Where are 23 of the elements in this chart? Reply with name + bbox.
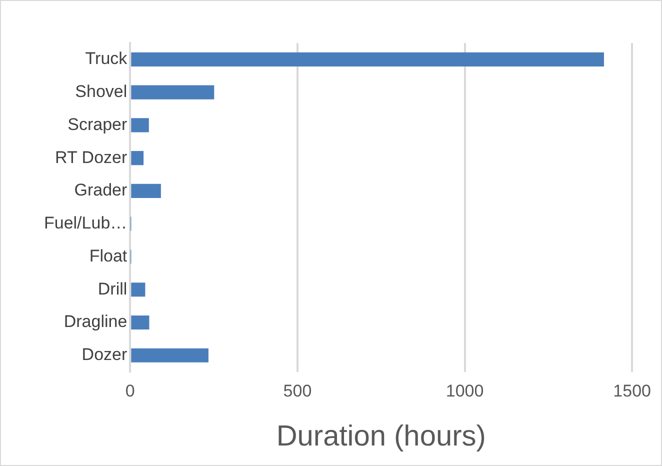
bar xyxy=(131,348,208,362)
x-tick-label: 500 xyxy=(283,382,312,401)
y-tick-label: Grader xyxy=(74,180,128,200)
y-tick-label: RT Dozer xyxy=(55,148,128,167)
y-tick-label: Dragline xyxy=(64,312,128,332)
y-tick-label: Truck xyxy=(85,49,128,68)
bar xyxy=(131,184,161,198)
x-axis-title: Duration (hours) xyxy=(276,420,486,453)
y-tick-label: Float xyxy=(89,246,128,266)
y-tick-label: Dozer xyxy=(82,345,128,364)
x-tick-label: 1500 xyxy=(613,382,652,401)
y-tick-label: Drill xyxy=(98,279,128,298)
bar xyxy=(131,85,214,100)
x-tick-label: 0 xyxy=(125,382,135,401)
bar xyxy=(131,118,149,132)
bar xyxy=(131,315,150,330)
bar xyxy=(131,282,146,297)
y-tick-label: Fuel/Lub… xyxy=(44,214,128,233)
y-tick-label: Shovel xyxy=(75,82,128,102)
x-tick-label: 1000 xyxy=(446,382,484,401)
bar xyxy=(131,52,604,66)
bar xyxy=(131,151,144,166)
y-tick-label: Scraper xyxy=(68,114,128,134)
